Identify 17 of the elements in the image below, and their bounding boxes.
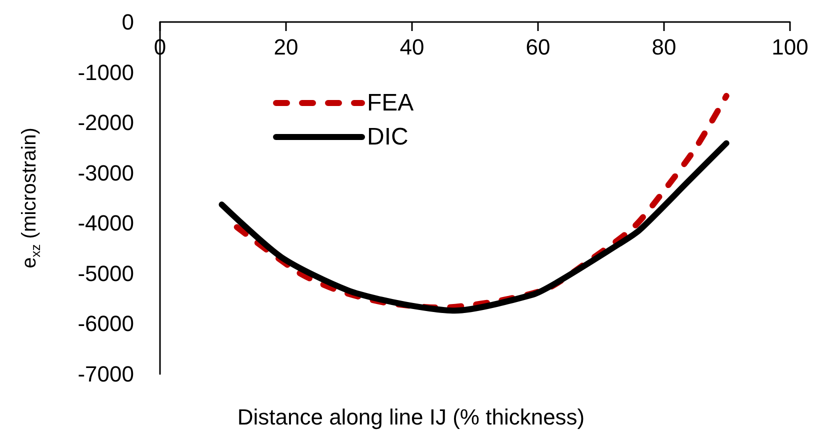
y-tick-label: -2000 [78, 110, 134, 136]
y-tick-label: -1000 [78, 60, 134, 85]
x-tick-label: 40 [400, 34, 424, 60]
x-tick-label: 60 [526, 34, 550, 60]
x-tick-label: 100 [772, 34, 808, 60]
y-tick-label: -6000 [78, 311, 134, 336]
y-tick-label: -7000 [78, 362, 134, 386]
y-tick-label: -5000 [78, 260, 134, 286]
x-tick-label: 80 [652, 34, 676, 60]
x-axis-title: Distance along line IJ (% thickness) [237, 404, 585, 430]
y-tick-label: 0 [122, 10, 134, 34]
x-tick-label: 20 [274, 34, 298, 60]
y-tick-label: -3000 [78, 160, 134, 186]
legend-label: FEA [367, 90, 414, 116]
y-axis-title: exz (microstrain) [18, 128, 43, 268]
legend-label: DIC [367, 124, 408, 150]
y-tick-label: -4000 [78, 210, 134, 236]
